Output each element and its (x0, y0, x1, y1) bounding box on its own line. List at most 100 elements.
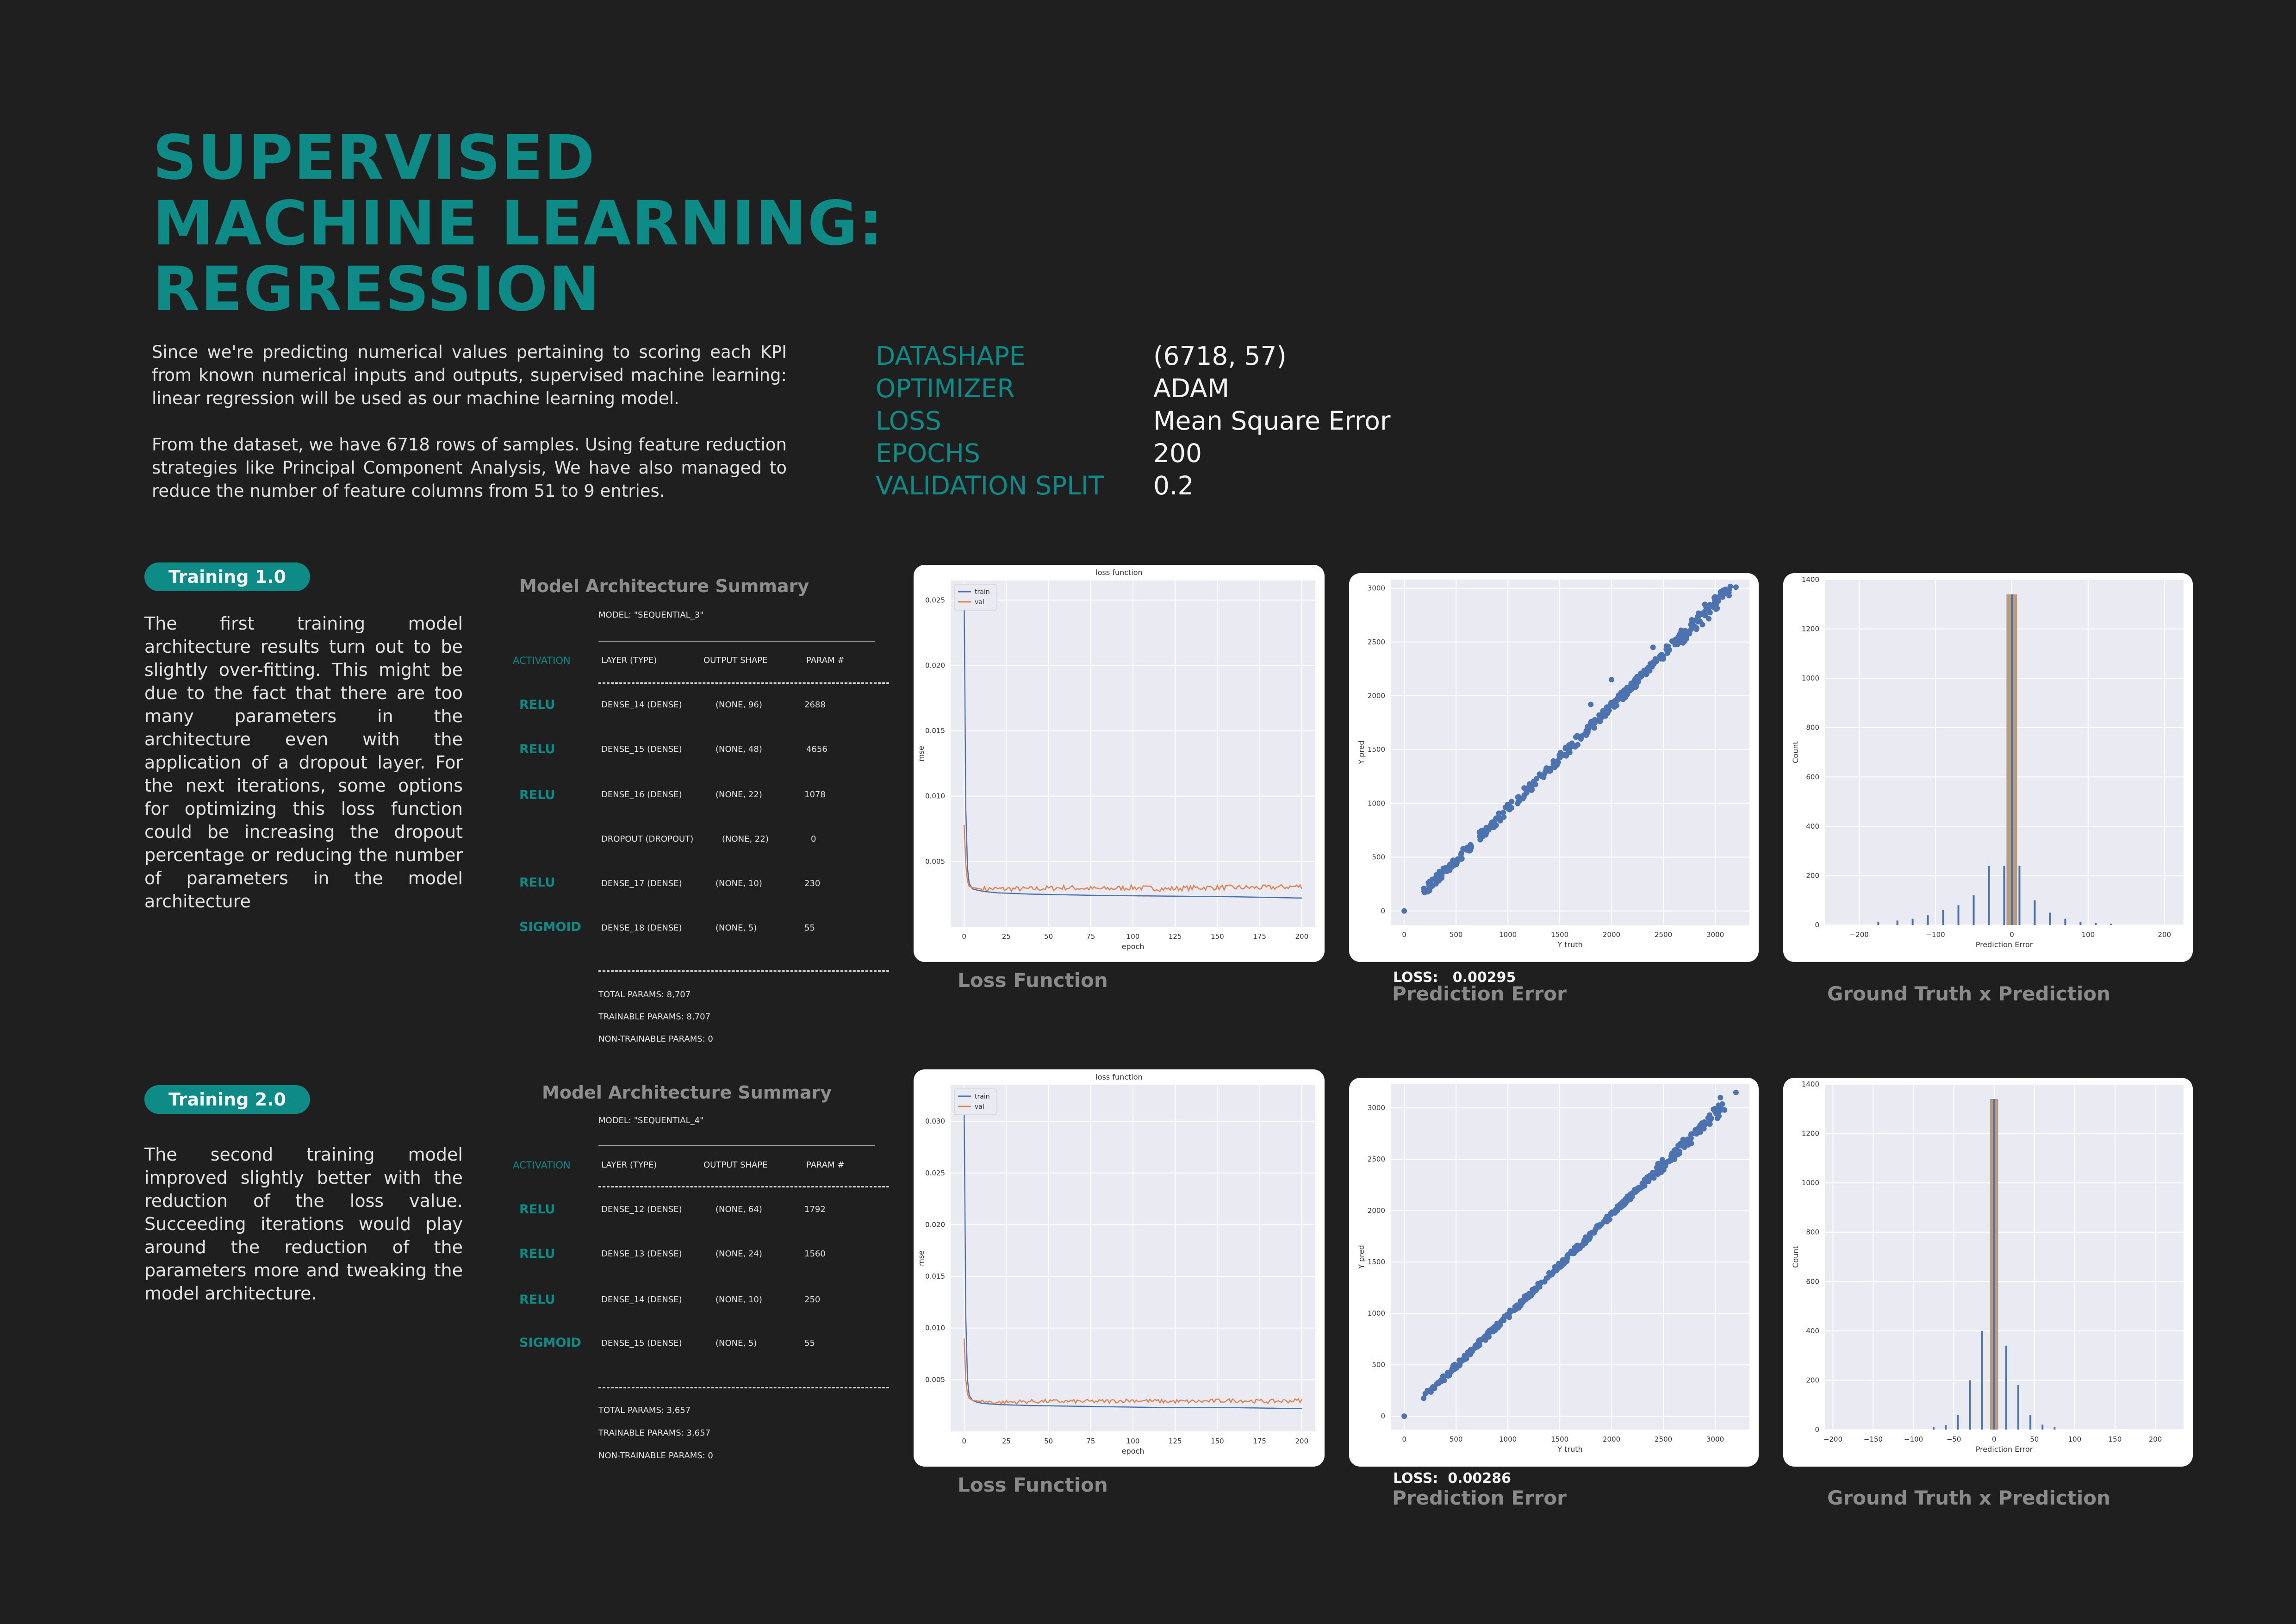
scatter-point (1493, 822, 1499, 828)
scatter-point (1588, 701, 1594, 707)
layer-activation: SIGMOID (519, 920, 581, 934)
scatter-point (1604, 706, 1610, 712)
scatter-point (1618, 692, 1624, 697)
param-value-epochs: 200 (1153, 438, 1202, 468)
x-tick-label: 175 (1253, 932, 1266, 941)
intro-paragraph-2: From the dataset, we have 6718 rows of s… (152, 435, 787, 501)
x-tick-label: 100 (1126, 932, 1140, 941)
scatter-point (1632, 1189, 1638, 1195)
scatter-point (1571, 1250, 1577, 1256)
scatter-point (1650, 644, 1656, 650)
loss-value-2: 0.00286 (1448, 1470, 1511, 1487)
x-tick-label: 0 (962, 932, 966, 941)
scatter-point (1682, 1142, 1688, 1148)
histogram-bar (1933, 1427, 1935, 1430)
histogram-card-1: −200 −100 0 100 200 0 200 400 600 800 1000 1200 1400… (1783, 573, 2193, 962)
x-tick-label: 50 (1044, 1437, 1053, 1445)
prediction-error-chart-1: 0 500 1000 1500 2000 2500 3000 0 500 1000 1500 2000… (1357, 580, 1749, 949)
histogram-bar (1896, 920, 1898, 925)
scatter-point (1681, 639, 1687, 644)
chart-title: loss function (1095, 1073, 1142, 1081)
scatter-point (1523, 790, 1529, 796)
y-tick-label: 0 (1381, 907, 1385, 915)
divider (598, 970, 889, 972)
x-tick-label: −50 (1947, 1435, 1961, 1443)
training-badge-1: Training 1.0 (144, 562, 311, 591)
y-tick-label: 1500 (1368, 1258, 1385, 1266)
scatter-point (1707, 1117, 1713, 1123)
prediction-error-caption-1: Prediction Error (1392, 982, 1567, 1005)
histogram-bar (2003, 866, 2005, 925)
scatter-point (1686, 631, 1692, 637)
scatter-point (1712, 594, 1718, 600)
y-tick-label: 0.020 (925, 1220, 945, 1229)
x-axis-label: Prediction Error (1976, 940, 2033, 949)
x-tick-label: 1500 (1551, 931, 1568, 939)
scatter-point (1644, 1177, 1650, 1183)
histogram-chart-2: −200 −150 −100 −50 0 50 100 150 200 0 200 400 600 800… (1791, 1080, 2184, 1454)
layer-name: DROPOUT (DROPOUT) (601, 834, 694, 844)
x-tick-label: 75 (1086, 932, 1095, 941)
layer-name: DENSE_13 (DENSE) (601, 1249, 682, 1259)
series-line-val (963, 1338, 1302, 1405)
scatter-point (1435, 871, 1441, 877)
series-line-val (963, 824, 1302, 893)
col-header-layer-1: LAYER (TYPE) (601, 656, 657, 665)
scatter-point (1629, 1194, 1635, 1200)
y-tick-label: 400 (1806, 822, 1819, 831)
scatter-point (1562, 1259, 1568, 1265)
scatter-point (1636, 1185, 1643, 1191)
layer-params: 1560 (804, 1249, 826, 1259)
x-axis-label: epoch (1122, 942, 1145, 951)
histogram-caption-2: Ground Truth x Prediction (1827, 1487, 2111, 1509)
scatter-point (1459, 1358, 1465, 1364)
layer-params: 55 (804, 1338, 815, 1348)
divider (598, 1387, 889, 1388)
scatter-point (1714, 1115, 1720, 1121)
layer-shape: (NONE, 24) (716, 1249, 762, 1259)
divider (598, 1145, 875, 1146)
scatter-point (1476, 829, 1482, 835)
x-axis-label: epoch (1122, 1447, 1145, 1455)
scatter-point (1427, 887, 1432, 893)
y-axis-label: Y pred (1357, 1245, 1366, 1269)
loss-caption-1: Loss Function (958, 969, 1108, 992)
histogram-bar (2018, 866, 2021, 925)
y-tick-label: 0.015 (925, 1272, 945, 1280)
activation-header-1: ACTIVATION (513, 655, 571, 666)
histogram-bar (2041, 1424, 2044, 1430)
scatter-point (1542, 769, 1548, 775)
layer-activation: RELU (519, 788, 555, 802)
loss-label-2: LOSS: 0.00286 (1393, 1470, 1511, 1487)
scatter-point (1663, 646, 1669, 652)
scatter-point (1707, 610, 1713, 616)
scatter-point (1558, 1263, 1564, 1269)
y-tick-label: 1200 (1802, 1130, 1819, 1138)
param-value-validation-split: 0.2 (1153, 471, 1194, 500)
histogram-bars (1933, 1099, 2056, 1430)
scatter-point (1573, 734, 1579, 740)
scatter-point (1483, 830, 1489, 836)
scatter-point (1565, 1252, 1571, 1258)
y-tick-label: 500 (1372, 853, 1385, 862)
scatter-point (1507, 1307, 1513, 1313)
y-tick-label: 2000 (1368, 692, 1385, 700)
chart-title: loss function (1095, 568, 1142, 577)
scatter-point (1600, 708, 1606, 714)
scatter-point (1706, 616, 1712, 622)
x-tick-label: 0 (1402, 1435, 1406, 1443)
total-params-2: TOTAL PARAMS: 3,657 (598, 1405, 691, 1415)
activation-header-2: ACTIVATION (513, 1160, 571, 1171)
scatter-point (1643, 671, 1649, 677)
y-tick-label: 1400 (1802, 1080, 1819, 1088)
plot-area (1825, 1084, 2184, 1430)
architecture-title-1: Model Architecture Summary (519, 576, 809, 596)
y-tick-label: 200 (1806, 1376, 1819, 1384)
training-description-1: The first training model architecture re… (144, 613, 463, 912)
architecture-title-2: Model Architecture Summary (542, 1082, 832, 1103)
model-name-1: MODEL: "SEQUENTIAL_3" (598, 610, 704, 620)
intro-text: Since we're predicting numerical values … (152, 341, 787, 526)
scatter-point (1578, 735, 1584, 741)
scatter-point (1440, 865, 1446, 871)
y-tick-label: 2500 (1368, 1155, 1385, 1163)
